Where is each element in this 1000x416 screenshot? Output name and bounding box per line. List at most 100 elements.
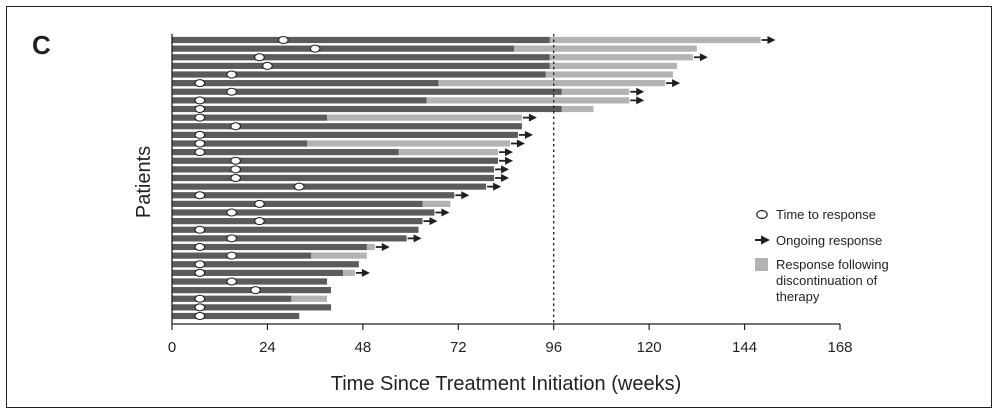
bar-on-therapy: [172, 166, 495, 173]
x-tick-label: 72: [450, 339, 467, 356]
legend-ellipse-icon: [756, 209, 768, 220]
bar-on-therapy: [172, 105, 562, 113]
patient-row-30: [172, 286, 332, 295]
response-marker-icon: [194, 260, 206, 269]
bar-on-therapy: [172, 123, 522, 130]
ongoing-arrow-icon: [510, 139, 525, 148]
patient-row-25: [172, 242, 390, 252]
bar-on-therapy: [172, 269, 343, 276]
bar-on-therapy: [172, 183, 487, 190]
response-marker-icon: [226, 251, 237, 260]
patient-row-8: [172, 96, 645, 105]
patient-row-24: [172, 234, 422, 243]
bar-on-therapy: [172, 80, 439, 87]
bar-after-discontinuation: [561, 105, 594, 113]
bar-after-discontinuation: [422, 200, 451, 207]
ongoing-arrow-icon: [355, 268, 370, 277]
patient-row-23: [172, 225, 419, 234]
response-marker-icon: [194, 242, 206, 252]
ongoing-arrow-icon: [666, 79, 681, 88]
x-tick-label: 168: [827, 339, 852, 356]
x-axis: 0 24 48 72 96 120 144 168: [168, 323, 853, 356]
bar-on-therapy: [172, 243, 367, 251]
legend-label-discontinuation-line1: Response following: [776, 257, 889, 272]
response-marker-icon: [194, 104, 206, 114]
bar-on-therapy: [172, 157, 499, 164]
bar-on-therapy: [172, 192, 455, 199]
ongoing-arrow-icon: [761, 36, 776, 44]
ongoing-arrow-icon: [455, 191, 470, 200]
response-marker-icon: [194, 311, 206, 321]
bar-on-therapy: [172, 218, 423, 225]
ongoing-arrow-icon: [630, 87, 645, 96]
ongoing-arrow-icon: [518, 130, 533, 139]
patient-row-5: [172, 70, 673, 79]
bar-on-therapy: [172, 71, 546, 78]
ongoing-arrow-icon: [495, 165, 510, 174]
ongoing-arrow-icon: [423, 217, 438, 226]
bar-after-discontinuation: [545, 71, 673, 78]
response-marker-icon: [226, 70, 237, 79]
legend-label-discontinuation-line3: therapy: [776, 289, 820, 304]
patient-row-26: [172, 251, 367, 260]
patient-row-21: [172, 208, 450, 217]
patient-row-2: [172, 44, 697, 53]
patient-row-20: [172, 199, 451, 208]
patient-row-3: [172, 53, 708, 62]
bar-after-discontinuation: [311, 252, 367, 259]
bar-after-discontinuation: [327, 114, 522, 121]
bar-after-discontinuation: [307, 140, 510, 147]
patient-row-16: [172, 165, 510, 174]
bar-on-therapy: [172, 140, 308, 147]
x-tick-label: 48: [355, 339, 372, 356]
response-marker-icon: [226, 234, 237, 243]
response-marker-icon: [262, 61, 273, 70]
bar-on-therapy: [172, 278, 328, 285]
bar-after-discontinuation: [342, 269, 355, 276]
bar-on-therapy: [172, 131, 518, 138]
x-tick-label: 0: [168, 339, 176, 356]
bar-after-discontinuation: [398, 149, 499, 156]
ongoing-arrow-icon: [630, 96, 645, 105]
x-tick-label: 96: [545, 339, 562, 356]
response-marker-icon: [254, 199, 265, 208]
bar-after-discontinuation: [426, 97, 630, 104]
response-marker-icon: [277, 35, 289, 45]
ongoing-arrow-icon: [499, 148, 514, 157]
response-marker-icon: [230, 173, 241, 183]
response-marker-icon: [230, 165, 241, 174]
bar-on-therapy: [172, 88, 562, 95]
legend-label-time-to-response: Time to response: [776, 207, 876, 222]
patient-row-29: [172, 277, 328, 286]
patient-row-7: [172, 87, 645, 96]
bar-on-therapy: [172, 304, 332, 311]
patient-row-19: [172, 191, 470, 200]
patient-row-1: [172, 35, 776, 45]
bar-on-therapy: [172, 174, 495, 182]
bar-on-therapy: [172, 295, 292, 302]
response-marker-icon: [194, 225, 206, 234]
response-marker-icon: [309, 44, 321, 53]
bar-after-discontinuation: [549, 36, 761, 44]
patient-row-15: [172, 156, 514, 165]
patient-row-12: [172, 130, 533, 139]
bars-layer: [171, 34, 776, 324]
patient-row-28: [172, 268, 370, 277]
patient-row-4: [172, 61, 677, 70]
patient-row-13: [172, 139, 525, 148]
bar-on-therapy: [172, 226, 419, 233]
response-marker-icon: [293, 182, 305, 191]
response-marker-icon: [194, 148, 206, 157]
patient-row-27: [172, 260, 359, 269]
ongoing-arrow-icon: [495, 174, 510, 182]
patient-row-32: [172, 303, 332, 312]
bar-after-discontinuation: [366, 243, 375, 251]
patient-row-10: [172, 113, 537, 122]
response-marker-icon: [254, 217, 265, 226]
legend-gray-square-icon: [755, 258, 768, 271]
patient-row-22: [172, 217, 438, 226]
legend-label-ongoing-response: Ongoing response: [776, 233, 882, 248]
x-axis-title: Time Since Treatment Initiation (weeks): [331, 373, 682, 395]
response-marker-icon: [230, 122, 241, 131]
